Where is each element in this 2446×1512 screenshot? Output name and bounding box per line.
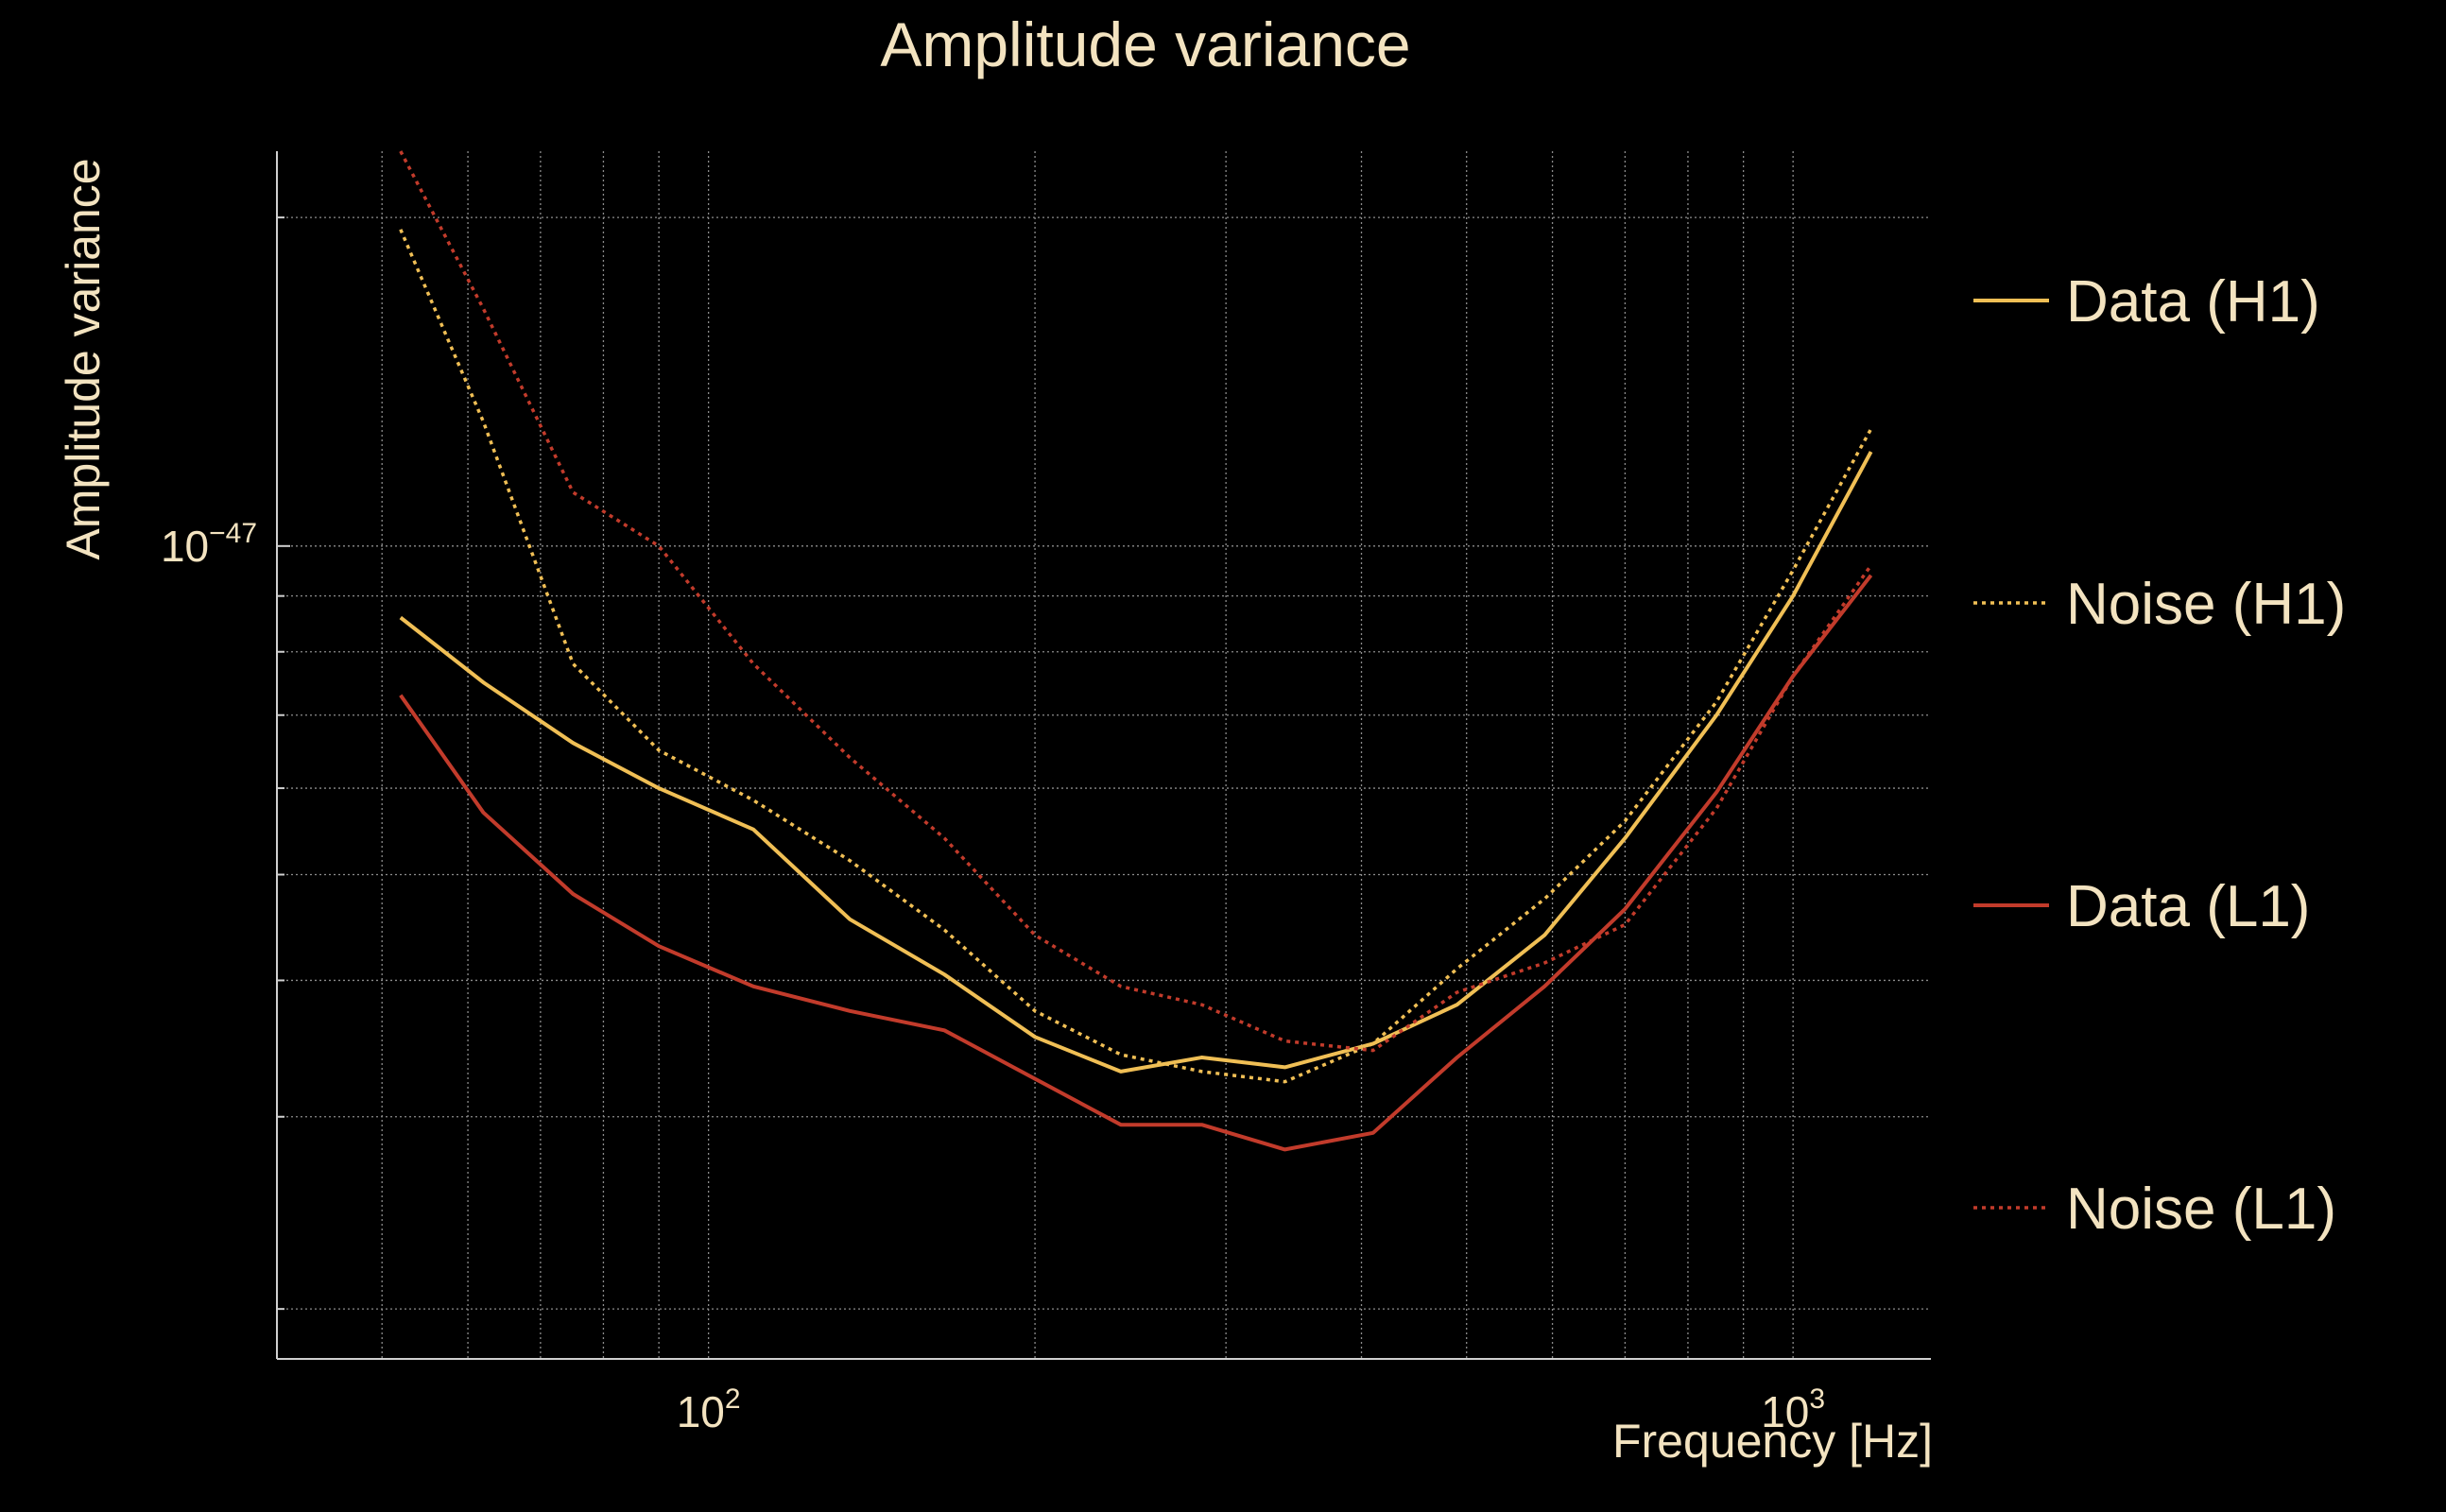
grid xyxy=(276,151,1931,1359)
chart-title: Amplitude variance xyxy=(880,9,1410,79)
series-line-noise-h1 xyxy=(399,229,1873,1084)
series-line-noise-l1 xyxy=(399,150,1873,1053)
series-line-data-h1 xyxy=(399,451,1873,1074)
tick-labels: 102 103 10−47 xyxy=(161,518,1825,1436)
x-axis-label: Frequency [Hz] xyxy=(1612,1415,1933,1468)
legend: Data (H1) Noise (H1) Data (L1) Noise (L1) xyxy=(1973,269,2346,1242)
legend-entry: Noise (H1) xyxy=(1973,572,2346,637)
legend-label: Noise (L1) xyxy=(2066,1177,2336,1242)
legend-label: Noise (H1) xyxy=(2066,572,2346,637)
x-tick-label: 103 xyxy=(1761,1383,1825,1436)
legend-label: Data (L1) xyxy=(2066,874,2310,939)
x-tick-label: 102 xyxy=(677,1383,741,1436)
legend-entry: Noise (L1) xyxy=(1973,1177,2336,1242)
series-line-data-l1 xyxy=(399,574,1873,1152)
legend-entry: Data (L1) xyxy=(1973,874,2310,939)
axes xyxy=(276,151,1931,1360)
legend-entry: Data (H1) xyxy=(1973,269,2320,335)
y-tick-label: 10−47 xyxy=(161,518,257,571)
y-axis-label: Amplitude variance xyxy=(57,158,110,559)
legend-label: Data (H1) xyxy=(2066,269,2320,335)
series-layer xyxy=(399,150,1873,1152)
